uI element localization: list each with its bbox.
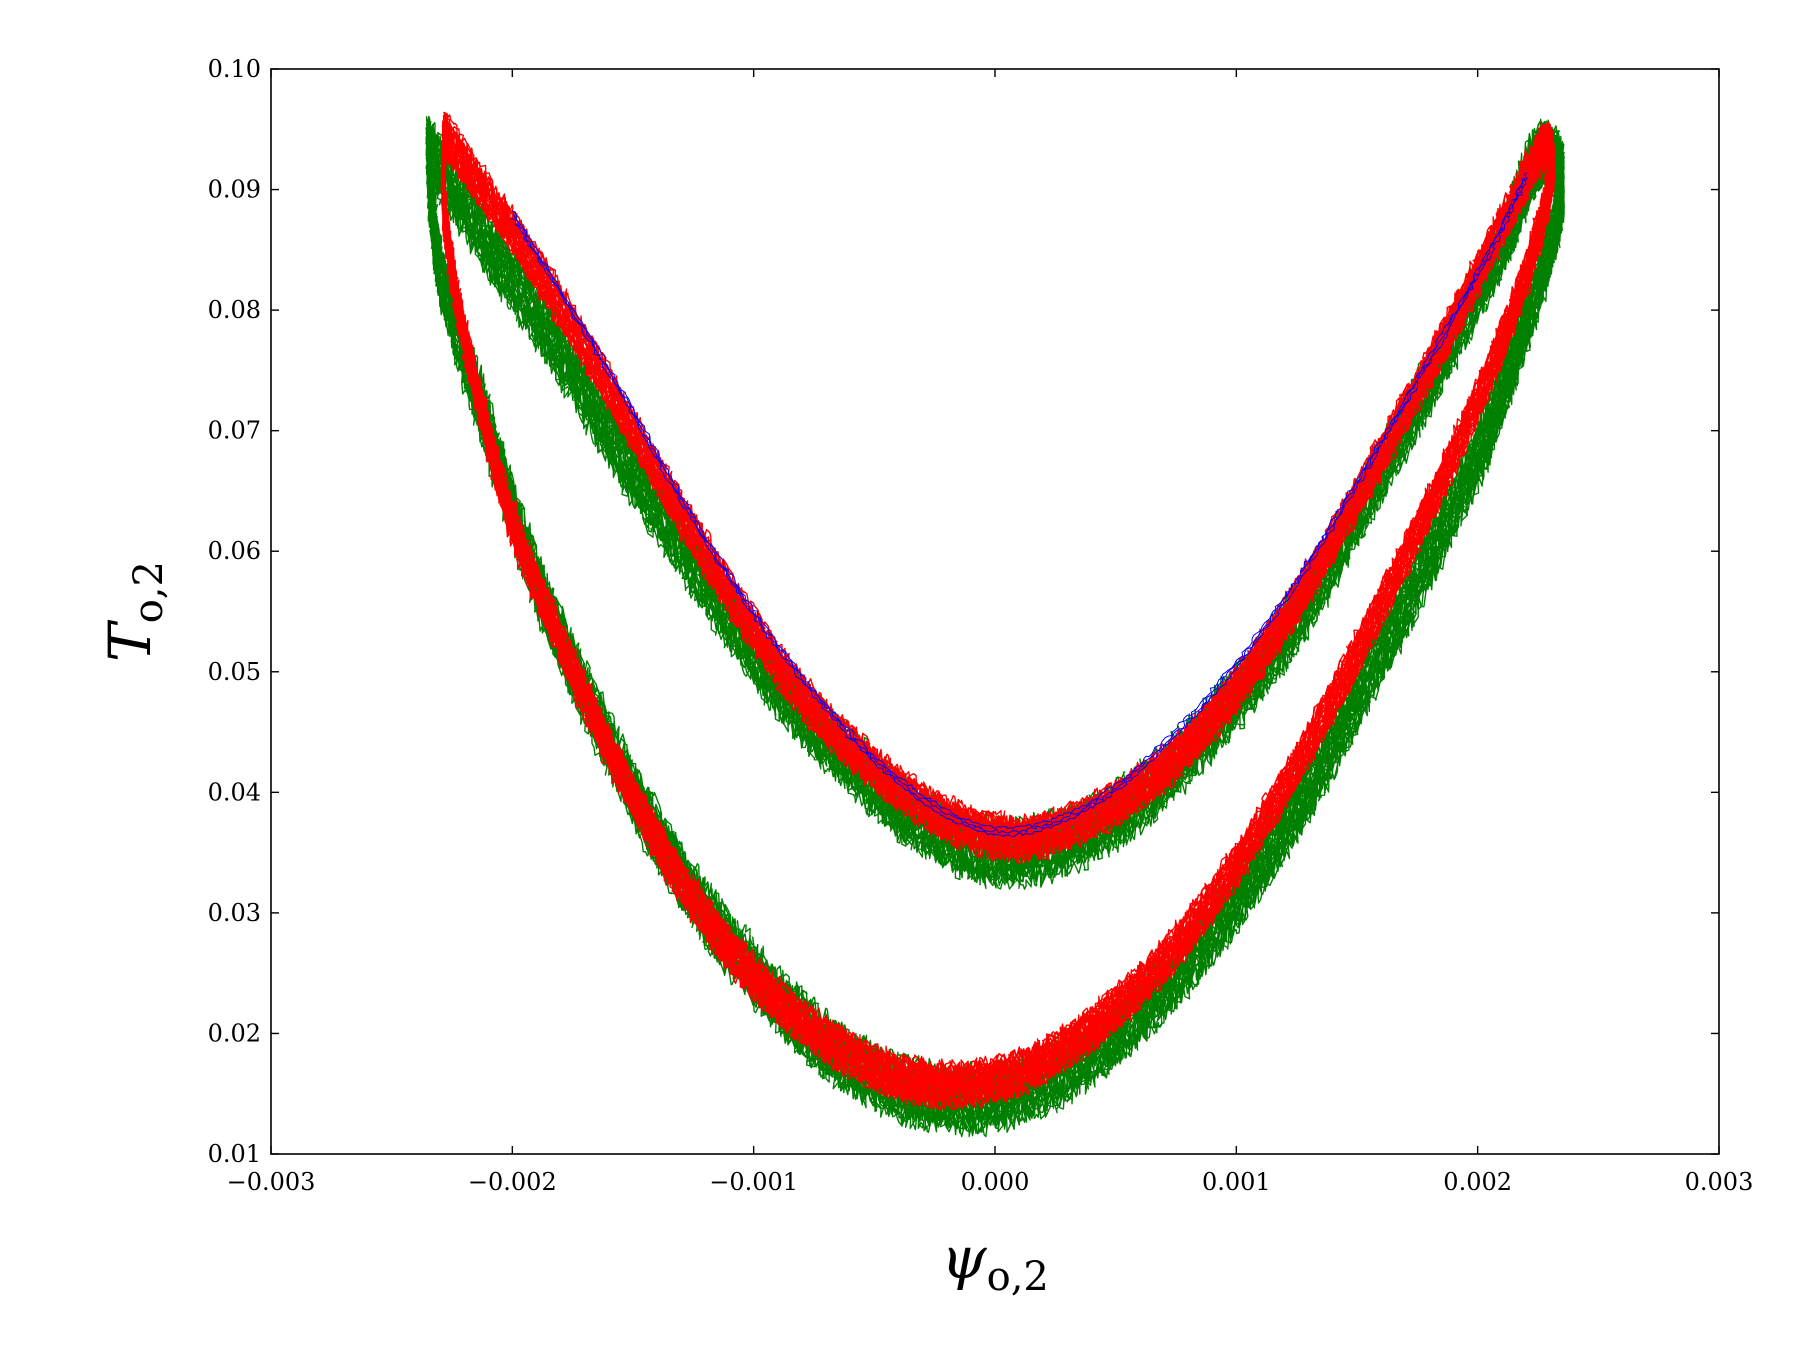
y-tick-label: 0.06 [208, 537, 261, 565]
series-1-trajectory [425, 124, 1565, 1095]
x-tick-label: −0.001 [709, 1168, 798, 1196]
y-tick-label: 0.05 [208, 658, 261, 686]
series-1-trajectory [426, 140, 1564, 1115]
y-axis-label: To,2 [96, 561, 172, 662]
y-tick-label: 0.04 [208, 778, 261, 806]
x-tick-label: 0.000 [961, 1168, 1030, 1196]
y-tick-label: 0.02 [208, 1019, 261, 1047]
y-tick-label: 0.09 [208, 176, 261, 204]
series-layer [425, 111, 1565, 1138]
series-3-trajectory [510, 179, 1527, 838]
series-1-band [425, 116, 1565, 1138]
series-2-band [440, 111, 1556, 1111]
y-tick-label: 0.03 [208, 899, 261, 927]
series-1-trajectory [426, 162, 1565, 1138]
x-tick-label: 0.002 [1443, 1168, 1512, 1196]
y-tick-label: 0.07 [208, 417, 261, 445]
x-tick-label: −0.002 [468, 1168, 557, 1196]
series-3-band [510, 172, 1528, 838]
series-2-trajectory [440, 148, 1556, 1111]
series-1-trajectory [425, 132, 1564, 1106]
x-tick-label: −0.003 [227, 1168, 316, 1196]
x-axis-label: ψo,2 [941, 1224, 1049, 1300]
y-axis-ticks: 0.01 0.02 0.03 0.04 0.05 0.06 0.07 0.08 0.09 0.10 [208, 55, 1719, 1168]
x-axis-ticks: −0.003 −0.002 −0.001 0.000 0.001 0.002 0.003 [227, 69, 1754, 1196]
y-tick-label: 0.10 [208, 55, 261, 83]
y-tick-label: 0.01 [208, 1140, 261, 1168]
series-3-trajectory [513, 177, 1528, 834]
y-tick-label: 0.08 [208, 296, 261, 324]
series-1-trajectory [426, 159, 1565, 1134]
x-tick-label: 0.001 [1202, 1168, 1271, 1196]
x-tick-label: 0.003 [1685, 1168, 1754, 1196]
